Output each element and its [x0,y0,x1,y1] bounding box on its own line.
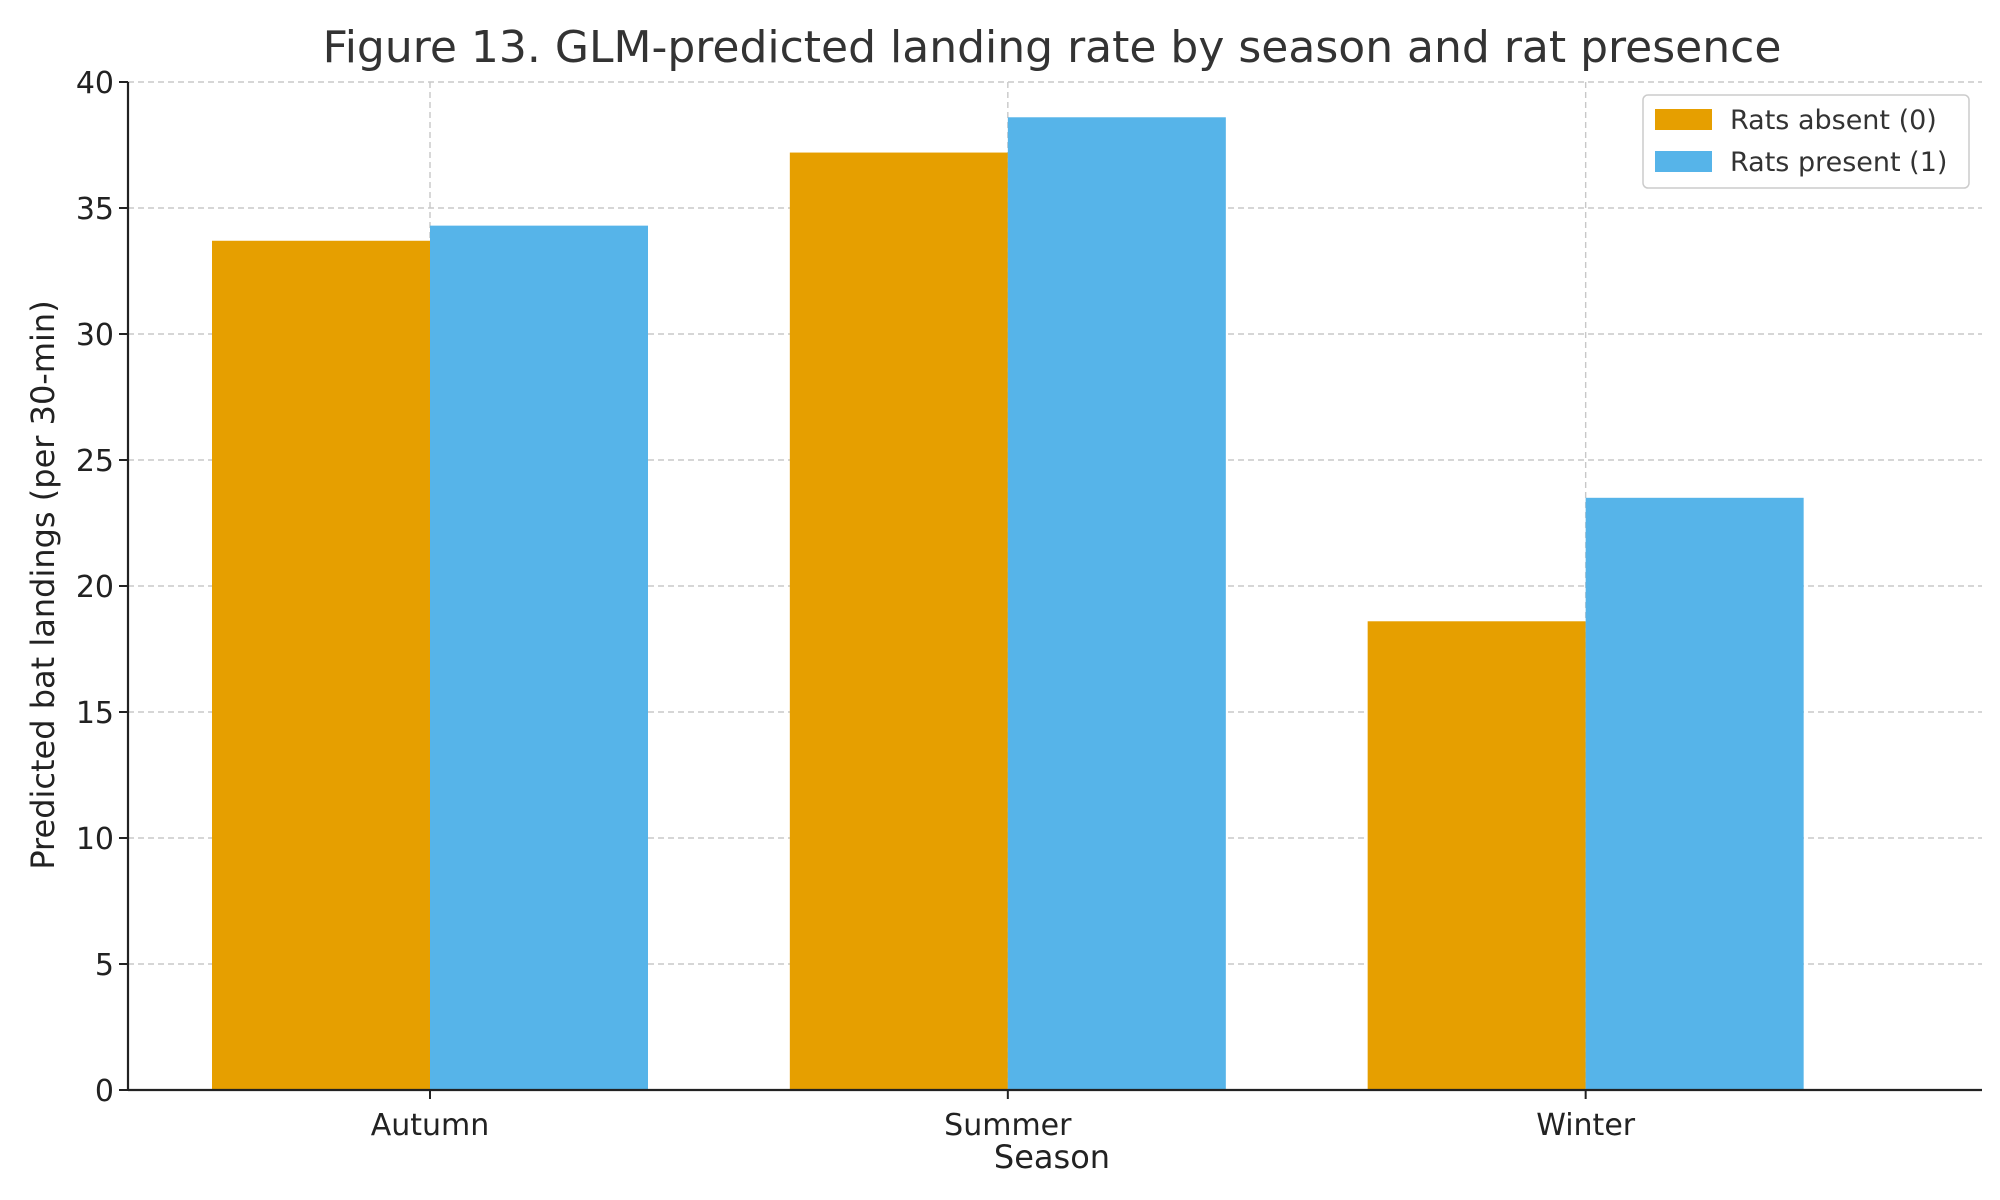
bar-autumn-series-0 [212,240,430,1090]
chart-title: Figure 13. GLM-predicted landing rate by… [323,22,1782,73]
y-tick-label: 40 [76,66,114,101]
y-tick-label: 5 [95,948,114,983]
legend-swatch [1655,151,1712,172]
legend-box [1642,94,1970,189]
x-tick-label: Summer [944,1108,1072,1143]
legend-label: Rats absent (0) [1730,105,1937,136]
x-tick-label: Winter [1536,1108,1636,1143]
y-tick-label: 25 [76,444,114,479]
bar-summer-series-0 [789,152,1008,1090]
bar-summer-series-1 [1007,117,1226,1090]
x-axis-ticks: Autumn Summer Winter [371,1090,1636,1143]
y-tick-label: 30 [76,318,114,353]
y-axis-label: Predicted bat landings (per 30-min) [24,300,62,869]
y-tick-label: 10 [76,822,114,857]
y-axis-ticks: 0 5 10 15 20 25 30 35 40 [76,66,128,1109]
y-tick-label: 35 [76,192,114,227]
y-tick-label: 15 [76,696,114,731]
x-tick-label: Autumn [371,1108,490,1143]
bar-autumn-series-1 [430,225,648,1090]
bar-winter-series-0 [1367,621,1586,1090]
y-tick-label: 20 [76,570,114,605]
legend: Rats absent (0) Rats present (1) [1642,94,1970,189]
legend-swatch [1655,109,1712,130]
bar-winter-series-1 [1585,497,1804,1090]
legend-label: Rats present (1) [1730,147,1947,178]
y-tick-label: 0 [95,1074,114,1109]
x-axis-label: Season [994,1138,1110,1176]
bars [212,117,1804,1090]
